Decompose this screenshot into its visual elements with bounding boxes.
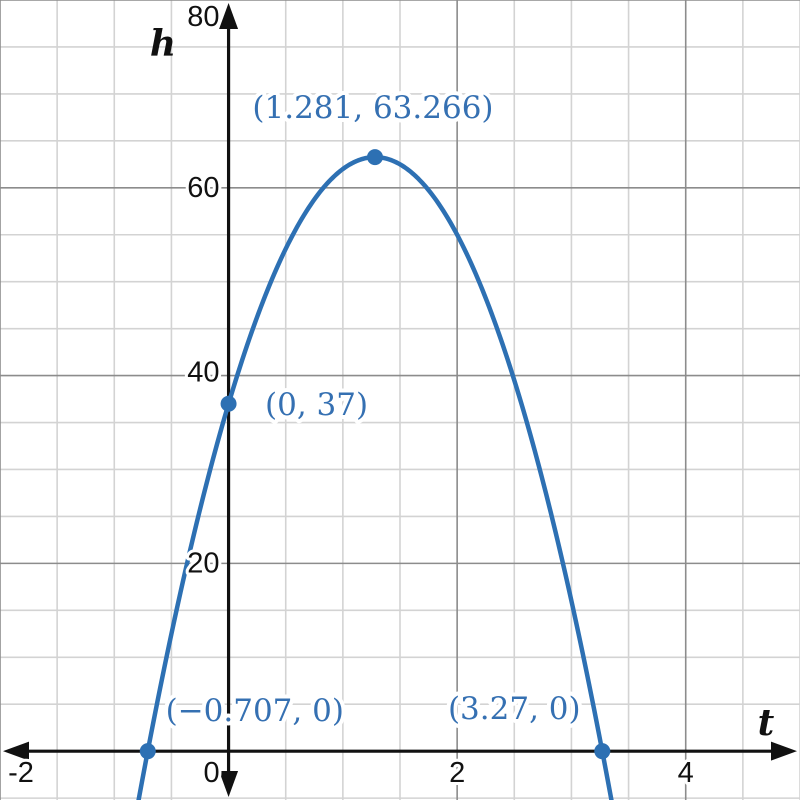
- point-dot[interactable]: [594, 743, 611, 760]
- y-tick-label: 40: [187, 357, 219, 389]
- tick-labels: -2 0 2 4 20 40 60 80: [5, 0, 697, 792]
- axis-arrowhead: [219, 771, 239, 797]
- y-axis-variable-label: h: [149, 23, 177, 65]
- x-tick-label: 2: [449, 757, 465, 789]
- axis-arrowhead: [219, 3, 239, 29]
- point-dot[interactable]: [220, 395, 237, 412]
- y-tick-label: 20: [187, 547, 219, 579]
- y-tick-label: 80: [187, 1, 219, 33]
- axis-arrowhead: [771, 741, 797, 761]
- point-dot[interactable]: [366, 149, 383, 166]
- point-label: (0, 37): [265, 387, 368, 423]
- point-label: (−0.707, 0): [166, 693, 344, 729]
- x-axis-variable-label: t: [757, 702, 775, 744]
- x-tick-label: -2: [8, 757, 34, 789]
- point-label: (1.281, 63.266): [252, 90, 493, 126]
- y-tick-label: 60: [187, 172, 219, 204]
- point-label: (3.27, 0): [448, 691, 581, 727]
- x-tick-label: 4: [678, 757, 694, 789]
- axis-arrowhead: [3, 741, 29, 761]
- point-dot[interactable]: [139, 743, 156, 760]
- x-tick-label: 0: [204, 757, 220, 789]
